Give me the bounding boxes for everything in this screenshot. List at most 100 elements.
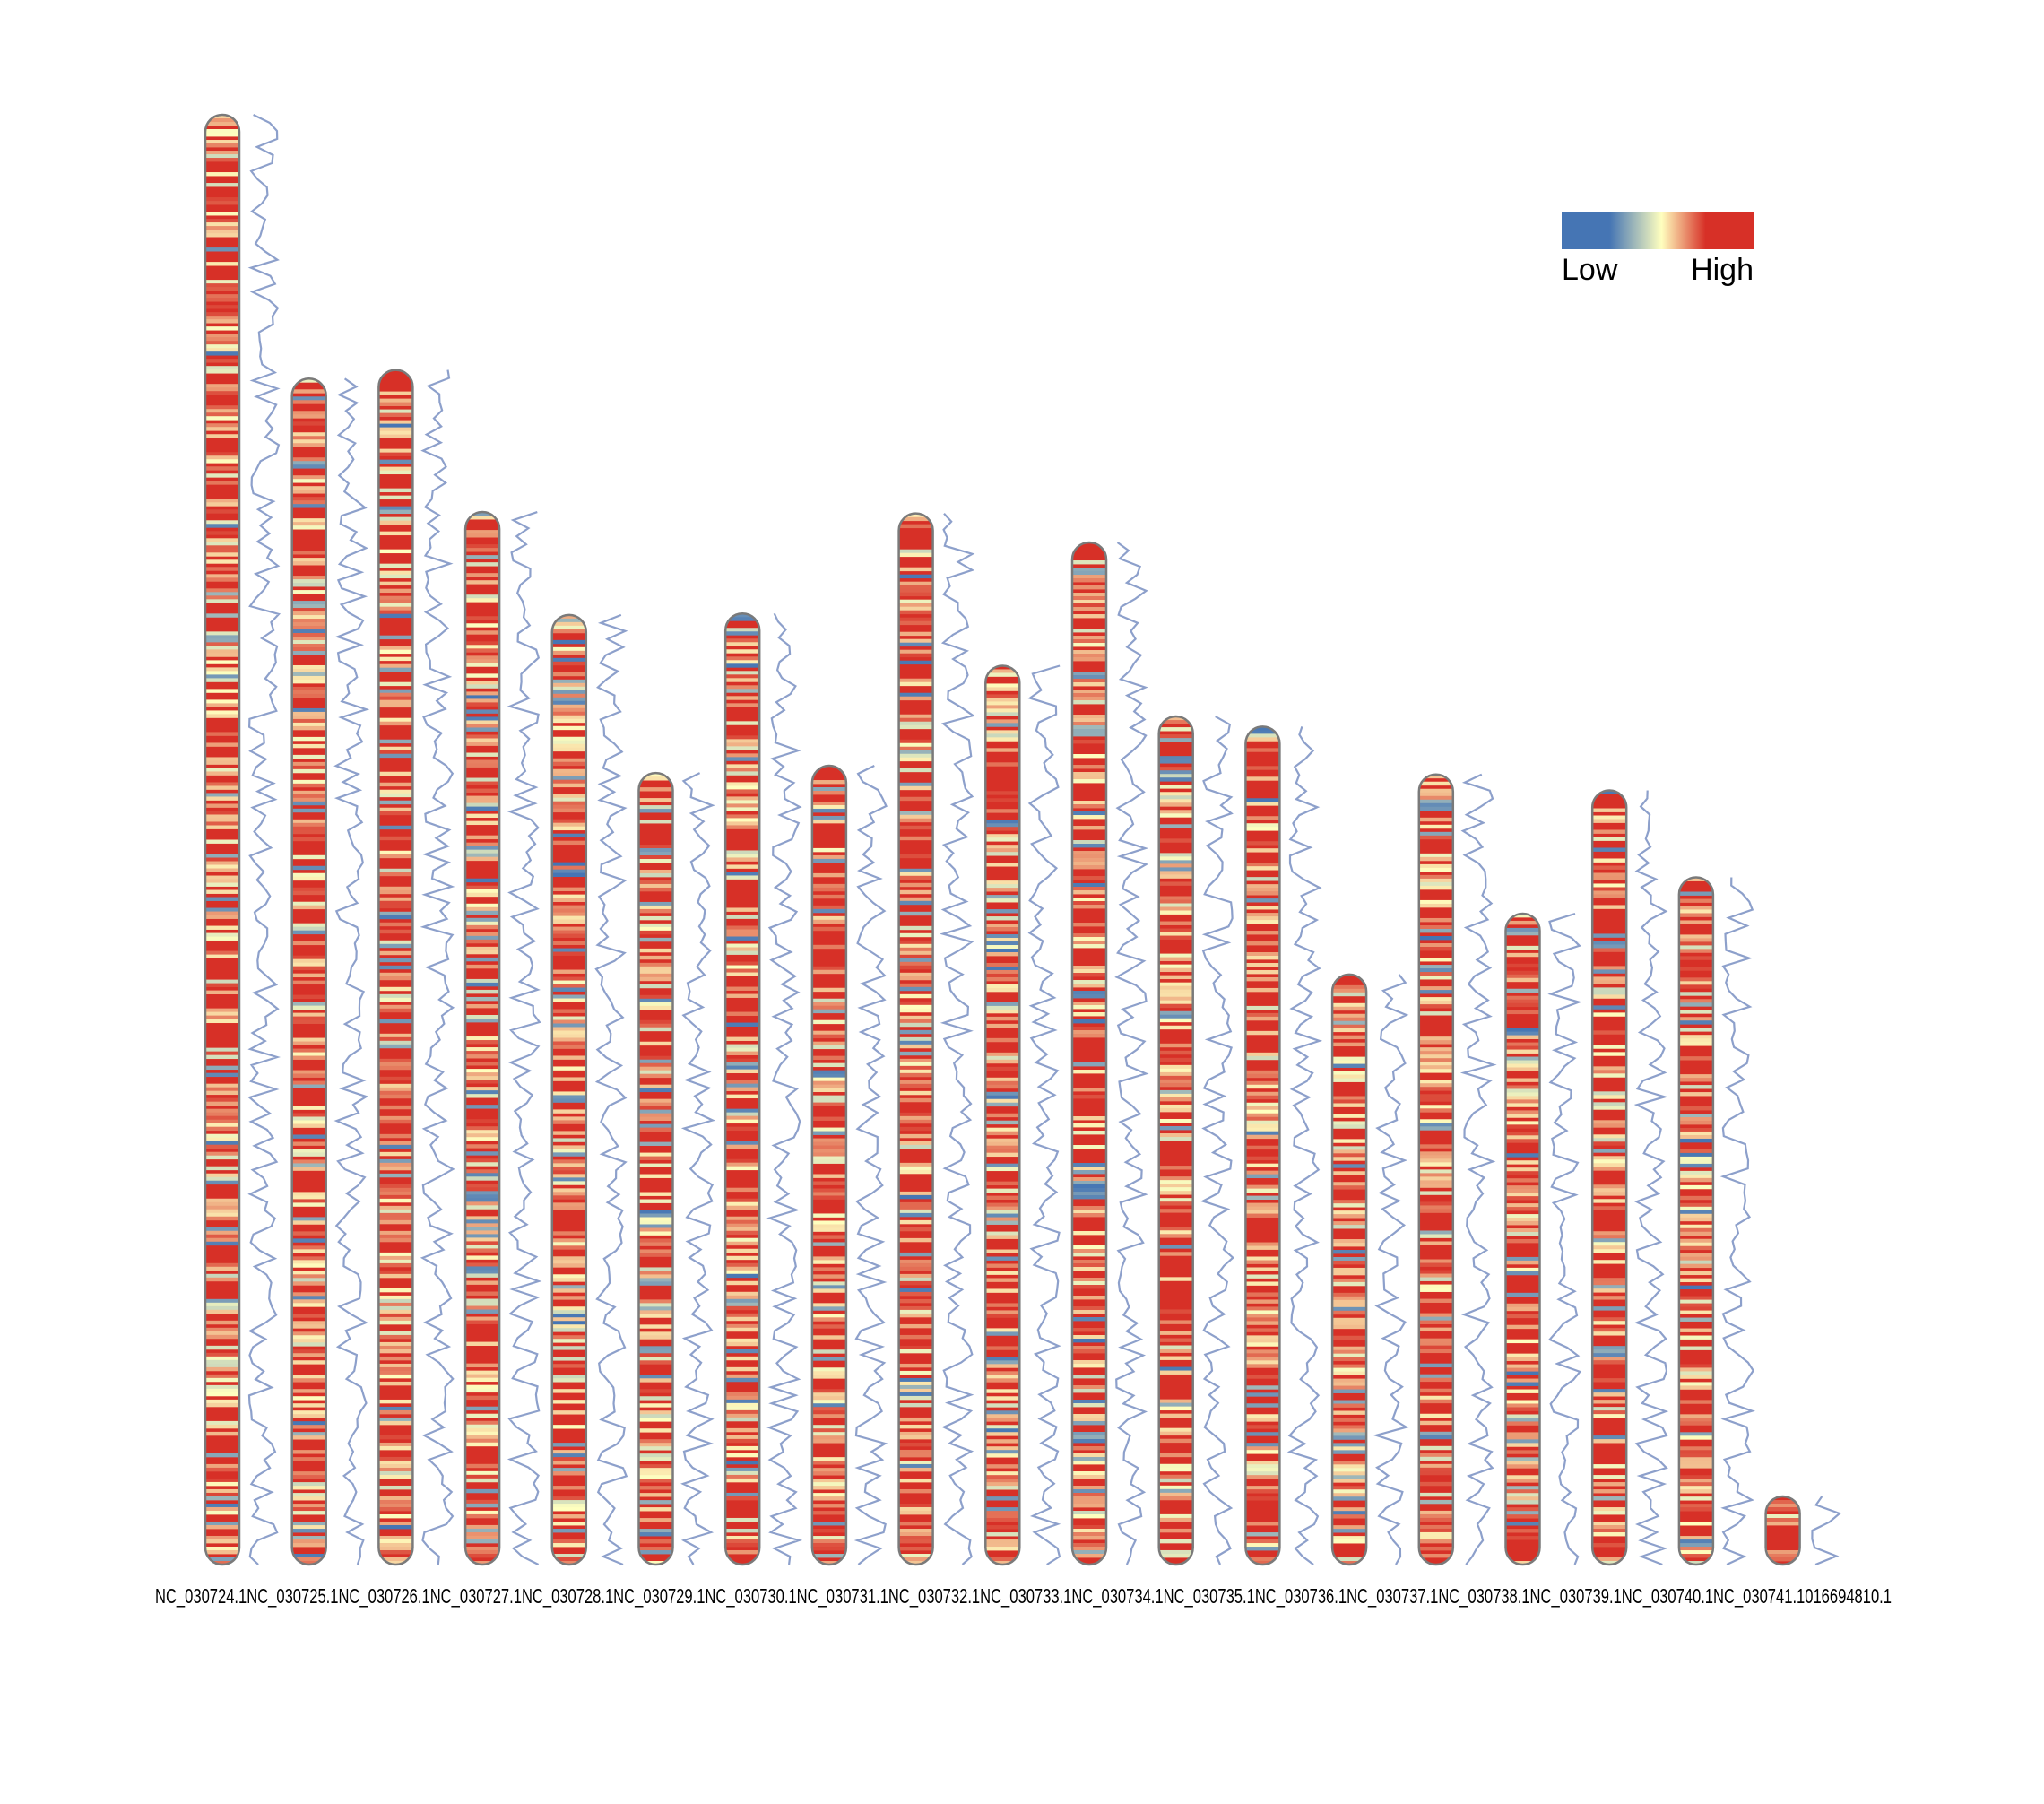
density-band: [1418, 1349, 1453, 1354]
density-band: [1678, 1385, 1713, 1390]
density-band: [638, 1493, 673, 1497]
density-band: [725, 617, 760, 621]
density-band: [1505, 1031, 1540, 1036]
density-band: [1332, 1507, 1367, 1512]
density-band: [1245, 1080, 1280, 1086]
density-band: [1505, 1357, 1540, 1362]
density-band: [465, 1169, 500, 1174]
density-band: [1678, 1496, 1713, 1501]
density-band: [811, 1461, 846, 1465]
density-band: [1678, 1435, 1713, 1440]
density-band: [291, 1511, 326, 1515]
density-band: [1418, 1453, 1453, 1458]
density-band: [1072, 1002, 1106, 1006]
density-band: [378, 1212, 413, 1218]
density-band: [551, 1296, 586, 1300]
density-band: [638, 1027, 673, 1032]
density-band: [1418, 878, 1453, 883]
density-band: [205, 1234, 239, 1239]
density-band: [291, 1084, 326, 1088]
density-band: [205, 1090, 239, 1096]
density-band: [1678, 906, 1713, 910]
density-band: [811, 1152, 846, 1157]
density-band: [291, 1349, 326, 1354]
density-band: [551, 779, 586, 785]
density-band: [1072, 1019, 1106, 1024]
density-band: [205, 785, 239, 790]
density-band: [985, 1213, 1020, 1218]
density-band: [465, 924, 500, 930]
density-band: [291, 1425, 326, 1429]
density-band: [1418, 1435, 1453, 1440]
density-band: [465, 777, 500, 782]
density-band: [378, 1105, 413, 1110]
density-band: [811, 1314, 846, 1318]
density-band: [1678, 1156, 1713, 1161]
density-band: [1592, 1156, 1627, 1160]
density-band: [638, 930, 673, 935]
density-band: [898, 1503, 933, 1508]
density-band: [985, 1163, 1020, 1168]
density-band: [205, 122, 239, 126]
density-band: [1245, 1245, 1280, 1250]
density-band: [1505, 999, 1540, 1004]
density-band: [725, 613, 760, 618]
density-band: [465, 1316, 500, 1321]
density-band: [1158, 1198, 1193, 1202]
density-band: [205, 868, 239, 872]
density-band: [638, 798, 673, 802]
density-band: [291, 1403, 326, 1408]
density-band: [551, 1231, 586, 1236]
density-band: [1245, 1425, 1280, 1429]
density-band: [898, 1144, 933, 1149]
density-band: [205, 577, 239, 582]
density-band: [1678, 984, 1713, 989]
density-band: [205, 140, 239, 144]
density-band: [1678, 1418, 1713, 1422]
density-band: [1245, 816, 1280, 820]
density-band: [205, 1327, 239, 1332]
density-band: [898, 1377, 933, 1383]
density-band: [1592, 1235, 1627, 1239]
density-band: [551, 1274, 586, 1279]
density-band: [1678, 1131, 1713, 1136]
density-band: [1245, 976, 1280, 982]
density-band: [378, 1158, 413, 1164]
density-band: [551, 1016, 586, 1020]
density-band: [205, 882, 239, 887]
chromosome-bar-NC_030738.1: [1418, 774, 1453, 1565]
density-band: [1332, 1425, 1367, 1429]
density-band: [465, 1320, 500, 1324]
density-band: [898, 660, 933, 665]
density-band: [898, 972, 933, 977]
density-band: [898, 1227, 933, 1232]
density-band: [898, 1463, 933, 1469]
density-band: [378, 1546, 413, 1551]
density-band: [1072, 779, 1106, 784]
density-band: [378, 581, 413, 586]
density-band: [1332, 1529, 1367, 1533]
density-band: [898, 649, 933, 655]
density-band: [551, 915, 586, 920]
density-band: [1505, 1035, 1540, 1039]
density-band: [811, 1324, 846, 1329]
density-band: [465, 1216, 500, 1220]
density-band: [378, 663, 413, 669]
density-band: [898, 1506, 933, 1512]
density-band: [898, 717, 933, 723]
density-band: [1678, 1010, 1713, 1014]
density-band: [1592, 1066, 1627, 1071]
density-band: [1158, 1427, 1193, 1433]
density-band: [725, 735, 760, 740]
density-band: [205, 954, 239, 958]
legend-low-label: Low: [1562, 253, 1618, 287]
density-band: [205, 366, 239, 370]
density-band: [291, 633, 326, 637]
density-band: [291, 872, 326, 878]
density-band: [1678, 1367, 1713, 1372]
density-band: [205, 1087, 239, 1092]
density-band: [985, 698, 1020, 702]
density-band: [205, 1488, 239, 1494]
density-band: [1505, 1353, 1540, 1358]
